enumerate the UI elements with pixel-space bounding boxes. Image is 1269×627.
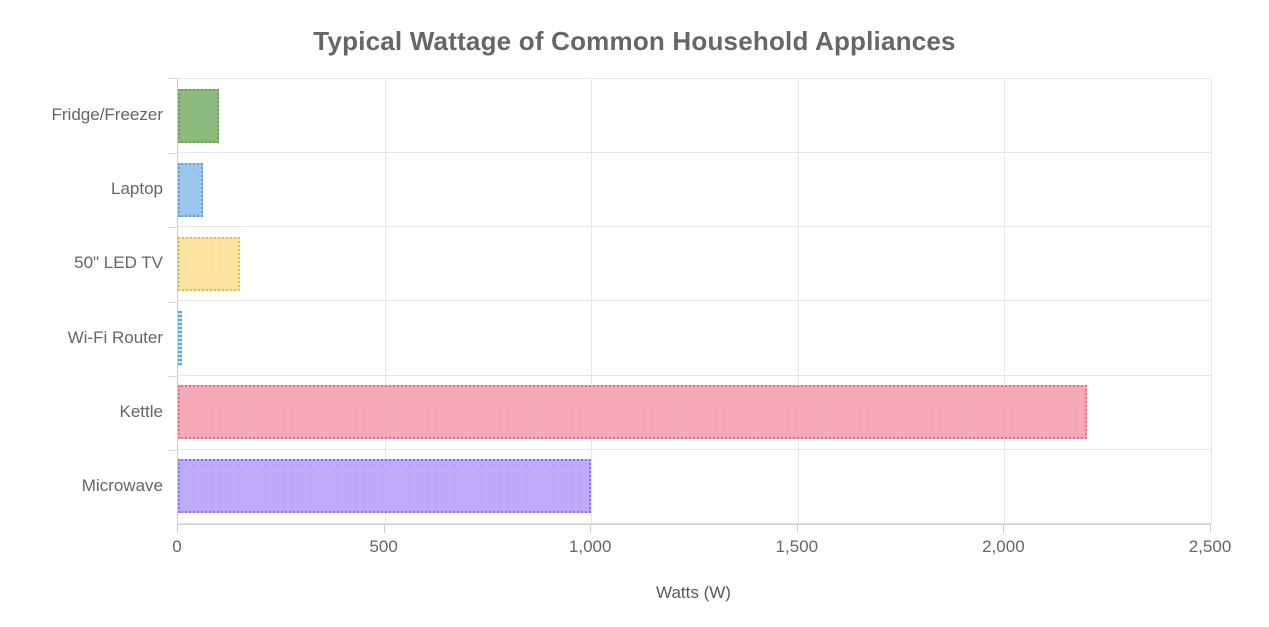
row-1 (178, 153, 1211, 228)
bar-kettle (178, 385, 1088, 440)
y-axis-tick (168, 153, 178, 155)
x-axis-tick-500 (383, 524, 385, 533)
y-axis-tick (168, 227, 178, 229)
row-5 (178, 450, 1211, 524)
y-label-0: Fridge/Freezer (51, 105, 163, 125)
y-axis-tick (168, 301, 178, 303)
row-3 (178, 301, 1211, 376)
row-4 (178, 376, 1211, 450)
y-axis-tick (168, 449, 178, 451)
bar-microwave (178, 459, 592, 514)
bar-wi-fi-router (178, 311, 183, 366)
x-tick-label-500: 500 (369, 537, 398, 556)
gridline-2000 (1004, 79, 1006, 524)
x-tick-label-1500: 1,500 (775, 537, 819, 556)
gridline-1500 (797, 79, 799, 524)
gridline-2500 (1211, 79, 1212, 524)
chart-title: Typical Wattage of Common Household Appl… (313, 26, 956, 56)
gridline-1000 (591, 79, 593, 524)
x-tick-label-2000: 2,000 (982, 537, 1025, 556)
plot-area (168, 78, 1212, 525)
y-axis-labels: Fridge/Freezer Laptop 50" LED TV Wi-Fi Rout… (0, 78, 163, 523)
y-axis-tick (168, 78, 178, 79)
y-label-5: Microwave (81, 475, 163, 495)
bar-50-led-tv (178, 236, 240, 291)
bar-laptop (178, 162, 203, 217)
x-axis-tick-2500 (1210, 524, 1211, 533)
row-2 (178, 227, 1211, 302)
bar-fridge-freezer (178, 88, 220, 143)
y-label-2: 50" LED TV (74, 253, 163, 273)
gridline-500 (384, 79, 386, 524)
x-axis-tick-1000 (590, 524, 592, 533)
x-axis-tick-1500 (796, 524, 798, 533)
row-0 (178, 79, 1211, 154)
y-axis-tick (168, 375, 178, 377)
x-axis-tick-0 (177, 524, 178, 533)
x-tick-label-0: 0 (172, 537, 182, 556)
y-label-4: Kettle (119, 401, 163, 421)
y-label-1: Laptop (111, 179, 163, 199)
x-axis-tick-2000 (1003, 524, 1005, 533)
y-label-3: Wi-Fi Router (67, 327, 163, 347)
x-tick-label-1000: 1,000 (568, 537, 612, 556)
x-axis-title: Watts (W) (656, 583, 731, 602)
x-tick-label-2500: 2,500 (1188, 537, 1232, 556)
